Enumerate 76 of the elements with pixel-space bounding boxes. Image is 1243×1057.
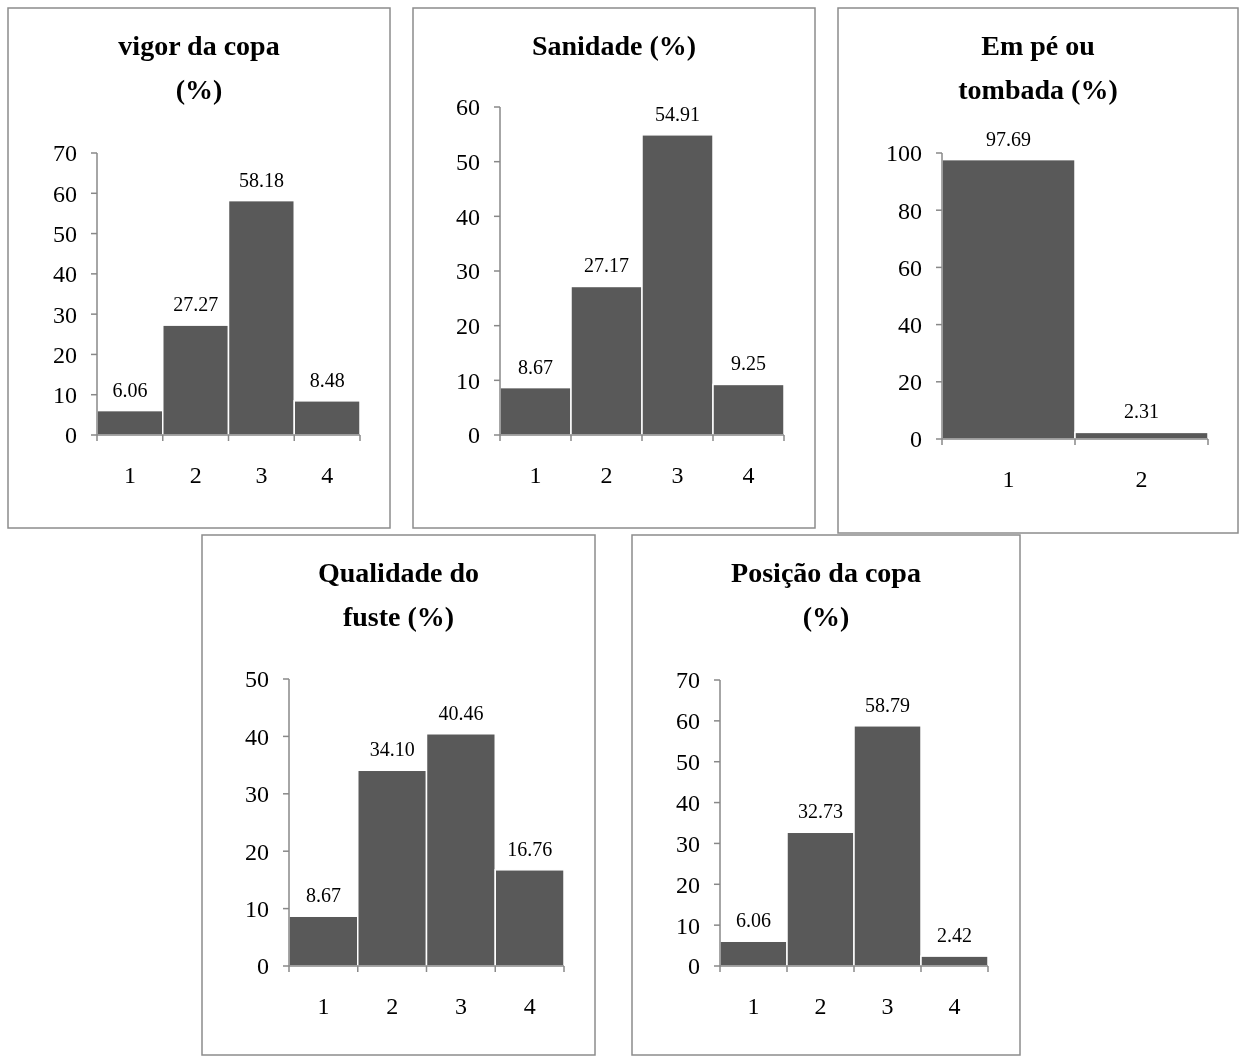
x-tick-label: 4 (948, 993, 961, 1019)
y-tick-label: 30 (456, 258, 480, 285)
y-tick-label: 40 (245, 723, 269, 750)
y-tick-label: 0 (65, 422, 77, 449)
y-tick-label: 0 (468, 422, 480, 449)
y-tick-label: 50 (456, 149, 480, 176)
x-tick-label: 3 (881, 993, 894, 1019)
y-tick-label: 10 (53, 382, 77, 409)
y-tick-label: 40 (456, 203, 480, 230)
data-label: 16.76 (507, 837, 553, 860)
x-tick-label: 4 (523, 993, 536, 1019)
data-label: 54.91 (655, 102, 700, 125)
x-tick-label: 4 (742, 462, 755, 488)
chart-title: Qualidade do fuste (%) (317, 557, 480, 632)
data-label: 8.67 (305, 884, 341, 907)
y-tick-label: 70 (676, 667, 700, 694)
x-tick-label: 1 (747, 993, 760, 1019)
data-label: 8.67 (518, 355, 553, 378)
y-tick-label: 70 (53, 140, 77, 167)
y-tick-label: 30 (53, 301, 77, 328)
y-tick-label: 20 (456, 313, 480, 340)
chart-title: Posição da copa (%) (731, 557, 921, 632)
y-tick-label: 20 (53, 341, 77, 368)
y-tick-label: 30 (676, 830, 700, 857)
y-tick-label: 20 (898, 369, 922, 396)
x-tick-label: 1 (529, 462, 542, 488)
y-tick-label: 10 (456, 367, 480, 394)
x-tick-label: 3 (255, 462, 268, 488)
data-label: 8.48 (309, 368, 345, 391)
y-tick-label: 20 (676, 871, 700, 898)
data-label: 58.18 (238, 168, 284, 191)
data-label: 32.73 (798, 800, 843, 823)
y-tick-label: 60 (456, 94, 480, 121)
y-tick-label: 80 (898, 197, 922, 224)
data-label: 34.10 (369, 738, 415, 761)
y-tick-label: 60 (898, 254, 922, 281)
y-tick-label: 50 (676, 749, 700, 776)
data-label: 97.69 (986, 127, 1031, 150)
x-tick-label: 2 (814, 993, 827, 1019)
y-tick-label: 60 (676, 708, 700, 735)
y-tick-label: 40 (676, 789, 700, 816)
x-tick-label: 1 (123, 462, 136, 488)
y-tick-label: 30 (245, 781, 269, 808)
data-label: 9.25 (731, 352, 766, 375)
y-tick-label: 0 (688, 953, 700, 980)
x-tick-label: 2 (600, 462, 613, 488)
x-tick-label: 1 (1002, 466, 1015, 492)
y-tick-label: 10 (676, 912, 700, 939)
y-tick-label: 20 (245, 838, 269, 865)
x-tick-label: 1 (317, 993, 330, 1019)
y-tick-label: 0 (910, 426, 922, 453)
x-tick-label: 2 (1135, 466, 1148, 492)
x-tick-label: 2 (189, 462, 202, 488)
x-tick-label: 2 (386, 993, 399, 1019)
data-label: 2.42 (937, 924, 972, 947)
y-tick-label: 10 (245, 896, 269, 922)
chart-title: vigor da copa (%) (118, 30, 280, 105)
chart-title: Sanidade (%) (531, 30, 697, 61)
y-tick-label: 40 (898, 312, 922, 338)
x-tick-label: 3 (671, 462, 684, 488)
data-label: 6.06 (736, 909, 771, 932)
x-tick-label: 3 (454, 993, 467, 1019)
x-tick-label: 4 (321, 462, 334, 488)
y-tick-label: 50 (245, 666, 269, 693)
data-label: 6.06 (112, 378, 148, 401)
data-label: 58.79 (865, 693, 910, 716)
data-label: 2.31 (1124, 400, 1159, 423)
y-tick-label: 50 (53, 220, 77, 247)
y-tick-label: 40 (53, 261, 77, 288)
data-label: 40.46 (438, 701, 484, 724)
data-label: 27.17 (584, 254, 629, 277)
chart-title: Em pé ou tombada (%) (958, 30, 1118, 105)
y-tick-label: 0 (257, 953, 269, 980)
data-label: 27.27 (173, 293, 219, 316)
y-tick-label: 60 (53, 180, 77, 207)
y-tick-label: 100 (886, 140, 922, 167)
